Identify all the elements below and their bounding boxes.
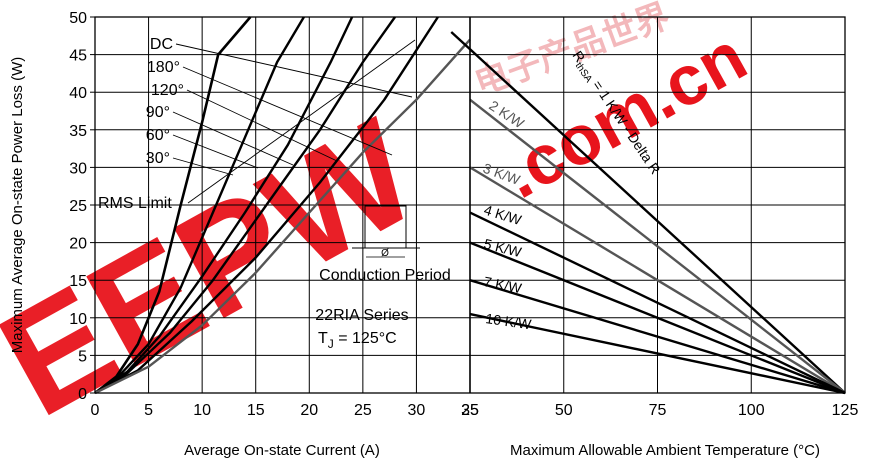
curve-60° xyxy=(94,16,305,394)
curve-DC xyxy=(94,38,471,395)
y-tick-label: 40 xyxy=(69,85,87,102)
tj-label: TJ = 125°C xyxy=(318,330,397,351)
x-axis-title-left: Average On-state Current (A) xyxy=(184,442,380,459)
rth-line-2 xyxy=(469,166,846,395)
rth-line-0 xyxy=(450,31,846,394)
angle-label: 90° xyxy=(146,104,170,121)
x-tick-label-right: 125 xyxy=(832,402,859,419)
conduction-phi: Ø xyxy=(381,248,389,259)
curve-120° xyxy=(94,16,396,395)
y-tick-label: 5 xyxy=(78,348,87,365)
angle-leader xyxy=(172,157,234,176)
rth-line-6 xyxy=(469,312,846,395)
curve-180° xyxy=(94,16,439,395)
x-tick-label-left: 15 xyxy=(247,402,265,419)
rth-line-5 xyxy=(469,279,846,395)
tj-sub: J xyxy=(328,337,334,351)
conduction-label: Conduction Period xyxy=(319,267,451,284)
curve-30° xyxy=(94,16,252,395)
y-tick-label: 35 xyxy=(69,123,87,140)
tj-t: T xyxy=(318,330,328,347)
angle-leader xyxy=(182,66,393,156)
angle-leader xyxy=(186,89,338,162)
rth-line-3 xyxy=(469,211,846,395)
angle-leader xyxy=(172,111,294,166)
angle-label: 180° xyxy=(147,59,180,76)
x-tick-label-right: 25 xyxy=(461,402,479,419)
y-tick-label: 45 xyxy=(69,48,87,65)
y-tick-label: 30 xyxy=(69,160,87,177)
y-tick-label: 20 xyxy=(69,236,87,253)
x-tick-label-right: 100 xyxy=(738,402,765,419)
rth-line-1 xyxy=(469,98,846,394)
curve-90° xyxy=(94,16,354,395)
y-tick-label: 0 xyxy=(78,386,87,403)
y-tick-label: 10 xyxy=(69,311,87,328)
rms-limit-leader xyxy=(187,39,416,204)
angle-label: 120° xyxy=(151,82,184,99)
series-title: 22RIA Series xyxy=(315,307,408,324)
x-tick-label-left: 5 xyxy=(144,402,153,419)
x-tick-label-left: 0 xyxy=(91,402,100,419)
y-tick-label: 15 xyxy=(69,273,87,290)
tj-value: = 125°C xyxy=(334,330,397,347)
rth-line-4 xyxy=(469,241,846,395)
rth-label-3: 4 K/W xyxy=(482,202,524,229)
y-axis-title: Maximum Average On-state Power Loss (W) xyxy=(9,57,26,353)
rms-limit-label: RMS Limit xyxy=(98,195,172,212)
x-tick-label-right: 50 xyxy=(555,402,573,419)
rth-label-5: 7 K/W xyxy=(482,273,523,296)
x-tick-label-left: 10 xyxy=(193,402,211,419)
angle-label: DC xyxy=(150,36,173,53)
x-axis-title-right: Maximum Allowable Ambient Temperature (°… xyxy=(510,442,820,459)
x-tick-label-35: 35 xyxy=(461,402,479,419)
x-tick-label-left: 30 xyxy=(408,402,426,419)
curves xyxy=(94,16,846,395)
angle-label: 60° xyxy=(146,127,170,144)
y-tick-label: 50 xyxy=(69,10,87,27)
labels: DC 180° 120° 90° 60° 30° RMS Limit Ø Conduction … xyxy=(98,36,664,351)
x-tick-label-right: 75 xyxy=(649,402,667,419)
rth-label-6: 10 K/W xyxy=(485,310,533,332)
x-tick-label-left: 25 xyxy=(354,402,372,419)
x-tick-label-left: 20 xyxy=(300,402,318,419)
angle-label: 30° xyxy=(146,150,170,167)
angle-leader xyxy=(175,43,413,98)
y-tick-label: 25 xyxy=(69,198,87,215)
